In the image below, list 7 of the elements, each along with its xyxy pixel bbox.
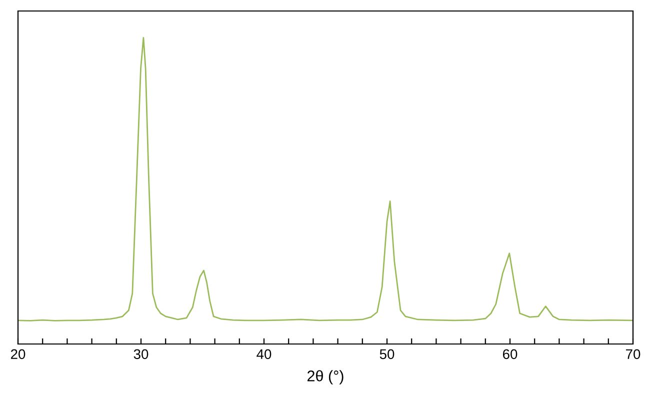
x-tick-label: 50 — [380, 349, 394, 360]
x-tick-label: 30 — [134, 349, 148, 360]
x-tick-label: 20 — [10, 349, 26, 360]
x-axis-title: 2θ (°) — [308, 370, 344, 384]
x-tick-label: 60 — [502, 349, 518, 360]
x-tick-label: 40 — [256, 349, 272, 360]
x-tick-label: 70 — [626, 349, 640, 360]
